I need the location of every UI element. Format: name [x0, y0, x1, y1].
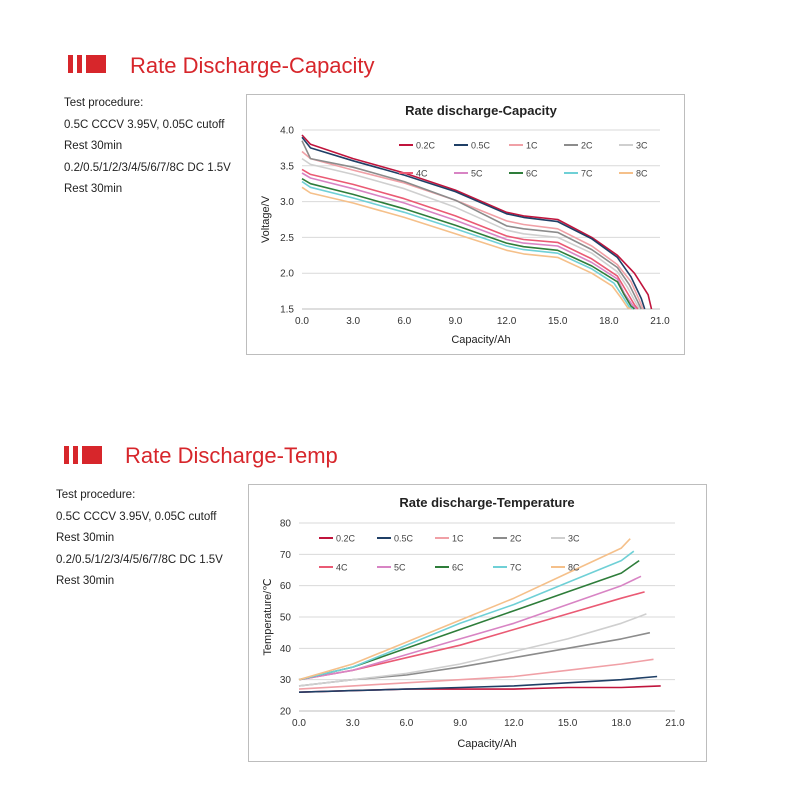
series-line-1C — [301, 150, 644, 310]
y-tick-label: 20 — [280, 707, 292, 718]
section-title-capacity: Rate Discharge-Capacity — [130, 53, 375, 78]
legend-label: 0.2C — [416, 141, 436, 151]
y-tick-label: 30 — [280, 675, 292, 686]
x-tick-label: 0.0 — [292, 718, 306, 729]
series-line-8C — [298, 538, 631, 681]
series-line-8C — [301, 186, 632, 310]
procedure-line: Rest 30min — [56, 532, 115, 544]
procedure-line: Rest 30min — [56, 575, 115, 587]
y-tick-label: 70 — [280, 550, 292, 561]
legend-label: 0.5C — [394, 534, 414, 544]
x-tick-label: 6.0 — [397, 316, 411, 327]
legend-label: 5C — [394, 563, 406, 573]
chart-title: Rate discharge-Temperature — [399, 495, 574, 510]
series-line-0.2C — [301, 134, 653, 310]
series-line-1C — [298, 658, 654, 690]
legend-label: 4C — [336, 563, 348, 573]
temperature-chart-frame: 20 30 40 50 60 70 80 0.0 3.0 6.0 9.0 12.0 15.0 18.0 21… — [248, 484, 707, 762]
capacity-chart-frame: 1.5 2.0 2.5 3.0 3.5 4.0 0.0 3.0 6.0 9.0 12.0 15.0 18… — [246, 94, 685, 355]
x-axis-label: Capacity/Ah — [451, 334, 510, 346]
x-tick-label: 9.0 — [448, 316, 462, 327]
procedure-line: 0.2/0.5/1/2/3/4/5/6/7/8C DC 1.5V — [64, 161, 231, 174]
series-line-6C — [301, 178, 635, 310]
x-tick-label: 15.0 — [558, 718, 578, 729]
legend-label: 6C — [452, 563, 464, 573]
capacity-chart: 1.5 2.0 2.5 3.0 3.5 4.0 0.0 3.0 6.0 9.0 12.0 15.0 18… — [260, 103, 670, 346]
section-title-temp: Rate Discharge-Temp — [125, 443, 338, 468]
legend-label: 7C — [510, 563, 522, 573]
y-tick-label: 60 — [280, 581, 292, 592]
x-tick-label: 15.0 — [548, 316, 568, 327]
series-line-0.5C — [298, 675, 658, 693]
y-tick-label: 2.5 — [280, 233, 294, 244]
x-tick-label: 18.0 — [599, 316, 619, 327]
legend-label: 3C — [568, 534, 580, 544]
x-axis-label: Capacity/Ah — [457, 738, 516, 750]
legend-label: 6C — [526, 169, 538, 179]
legend-label: 7C — [581, 169, 593, 179]
y-tick-label: 50 — [280, 613, 292, 624]
y-tick-label: 1.5 — [280, 305, 294, 316]
procedure-temp: Test procedure: 0.5C CCCV 3.95V, 0.05C c… — [56, 485, 223, 593]
x-tick-label: 9.0 — [453, 718, 467, 729]
procedure-capacity: Test procedure: 0.5C CCCV 3.95V, 0.05C c… — [64, 93, 231, 201]
y-tick-label: 3.0 — [280, 197, 294, 208]
x-tick-label: 12.0 — [504, 718, 524, 729]
y-tick-label: 40 — [280, 644, 292, 655]
series-line-4C — [301, 168, 639, 310]
y-tick-label: 80 — [280, 519, 292, 530]
x-tick-label: 6.0 — [399, 718, 413, 729]
legend-label: 3C — [636, 141, 648, 151]
x-tick-label: 3.0 — [346, 718, 360, 729]
x-tick-label: 21.0 — [665, 718, 685, 729]
x-tick-label: 12.0 — [497, 316, 517, 327]
x-tick-label: 21.0 — [650, 316, 670, 327]
legend-label: 8C — [568, 563, 580, 573]
procedure-line: Test procedure: — [64, 97, 144, 109]
procedure-line: Rest 30min — [64, 140, 123, 152]
series-line-3C — [301, 157, 641, 310]
legend-label: 4C — [416, 169, 428, 179]
legend-label: 0.5C — [471, 141, 491, 151]
procedure-line: 0.5C CCCV 3.95V, 0.05C cutoff — [56, 510, 217, 523]
series-line-5C — [298, 575, 642, 681]
series-line-3C — [298, 613, 647, 687]
x-tick-label: 18.0 — [612, 718, 632, 729]
series-line-7C — [301, 180, 634, 310]
temperature-chart: 20 30 40 50 60 70 80 0.0 3.0 6.0 9.0 12.0 15.0 18.0 21… — [262, 495, 685, 750]
y-tick-label: 3.5 — [280, 161, 294, 172]
y-axis-label: Temperature/℃ — [262, 578, 274, 655]
section-marker-icon — [64, 446, 104, 464]
x-tick-label: 0.0 — [295, 316, 309, 327]
series-line-7C — [298, 550, 635, 681]
x-tick-label: 3.0 — [346, 316, 360, 327]
legend-label: 0.2C — [336, 534, 356, 544]
legend-label: 2C — [510, 534, 522, 544]
procedure-line: 0.2/0.5/1/2/3/4/5/6/7/8C DC 1.5V — [56, 553, 223, 566]
legend-label: 8C — [636, 169, 648, 179]
legend-label: 1C — [526, 141, 538, 151]
procedure-line: Rest 30min — [64, 183, 123, 195]
y-tick-label: 2.0 — [280, 269, 294, 280]
series-line-0.5C — [301, 136, 646, 310]
legend-label: 5C — [471, 169, 483, 179]
y-tick-label: 4.0 — [280, 126, 294, 137]
legend-label: 1C — [452, 534, 464, 544]
section-marker-icon — [68, 55, 108, 73]
series-line-2C — [301, 140, 642, 310]
y-axis-label: Voltage/V — [260, 195, 272, 243]
procedure-line: 0.5C CCCV 3.95V, 0.05C cutoff — [64, 118, 225, 131]
procedure-line: Test procedure: — [56, 489, 136, 501]
legend-label: 2C — [581, 141, 593, 151]
chart-title: Rate discharge-Capacity — [405, 103, 557, 118]
